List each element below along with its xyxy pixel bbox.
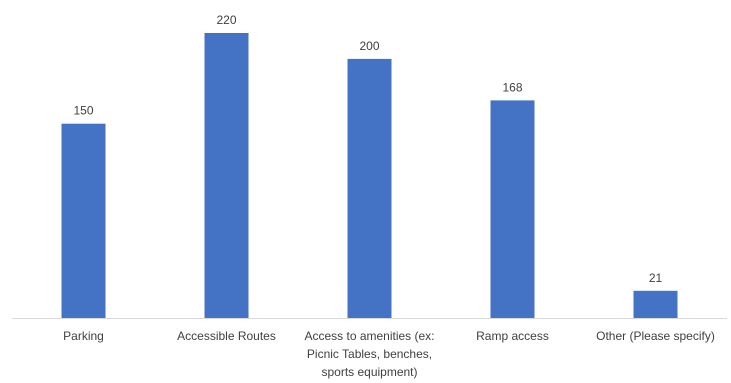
category-label-0: Parking xyxy=(63,329,104,343)
bar-2 xyxy=(347,58,392,319)
value-labels-group: 150 220 200 168 21 xyxy=(73,13,662,285)
category-label-1: Accessible Routes xyxy=(177,329,276,343)
data-label-4: 21 xyxy=(649,271,663,285)
category-label-3-line-0: Ramp access xyxy=(476,329,549,343)
category-label-2: Access to amenities (ex: Picnic Tables, b… xyxy=(304,329,434,379)
bar-4 xyxy=(633,290,678,318)
data-label-1: 220 xyxy=(216,13,236,27)
category-labels-group: Parking Accessible Routes Access to amenit… xyxy=(63,329,715,379)
bar-1 xyxy=(204,33,249,318)
category-label-3: Ramp access xyxy=(476,329,549,343)
data-label-2: 200 xyxy=(359,39,379,53)
bar-0 xyxy=(61,123,106,318)
category-label-2-line-2: sports equipment) xyxy=(321,365,417,379)
category-label-2-line-0: Access to amenities (ex: xyxy=(304,329,434,343)
bar-3 xyxy=(490,100,535,319)
category-label-2-line-1: Picnic Tables, benches, xyxy=(307,347,432,361)
data-label-0: 150 xyxy=(73,104,93,118)
bars-group xyxy=(61,33,678,319)
data-label-3: 168 xyxy=(502,80,522,94)
category-label-4: Other (Please specify) xyxy=(596,329,715,343)
category-label-1-line-0: Accessible Routes xyxy=(177,329,276,343)
category-label-0-line-0: Parking xyxy=(63,329,104,343)
category-label-4-line-0: Other (Please specify) xyxy=(596,329,715,343)
